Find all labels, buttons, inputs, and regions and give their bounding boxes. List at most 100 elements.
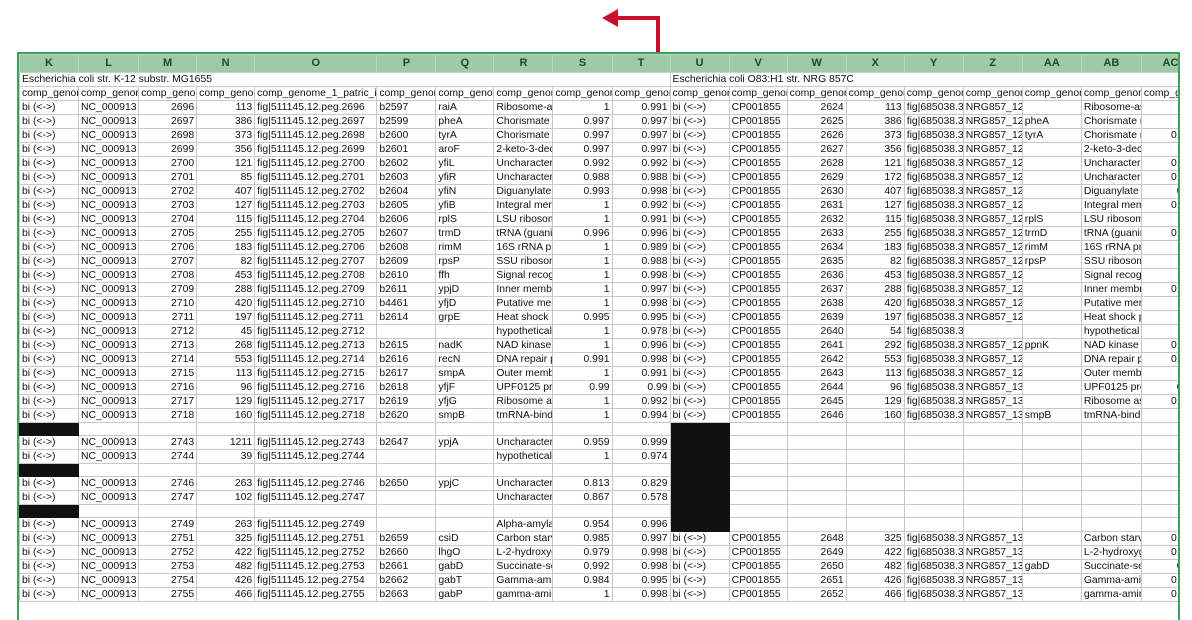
table-cell[interactable]: ypjA — [435, 435, 495, 450]
table-cell[interactable]: gamma-amir — [1080, 587, 1142, 602]
table-cell[interactable]: fig|511145.12.peg.2744 — [254, 449, 378, 464]
table-cell[interactable]: b2608 — [376, 240, 437, 255]
table-cell[interactable] — [19, 463, 80, 477]
spreadsheet-grid[interactable]: K L M N O P Q R S T U V W X Y Z AA AB AC Escherichia coli … — [17, 52, 1180, 620]
table-cell[interactable] — [962, 476, 1023, 491]
table-cell[interactable]: 0.988 — [611, 170, 671, 185]
table-cell[interactable]: b2599 — [376, 114, 437, 129]
table-cell[interactable]: 39 — [196, 449, 256, 464]
table-cell[interactable] — [786, 435, 847, 450]
table-cell[interactable] — [669, 449, 730, 464]
column-header-s[interactable]: S — [552, 54, 613, 73]
table-cell[interactable]: 0.995 — [611, 573, 671, 588]
table-cell[interactable] — [1021, 142, 1082, 157]
table-cell[interactable]: bi (<->) — [19, 226, 80, 241]
table-cell[interactable]: 0.829 — [611, 476, 671, 491]
table-cell[interactable]: fig|685038.3 — [903, 128, 964, 143]
table-cell[interactable] — [435, 324, 495, 339]
table-cell[interactable]: 0.993 — [552, 184, 613, 199]
table-cell[interactable] — [435, 449, 495, 464]
table-cell[interactable]: fig|511145.12.peg.2708 — [254, 268, 378, 283]
table-cell[interactable]: CP001855 — [728, 531, 788, 546]
table-cell[interactable] — [845, 449, 905, 464]
table-cell[interactable]: tmRNA-bindi — [1080, 408, 1142, 423]
table-cell[interactable]: bi (<->) — [669, 380, 730, 395]
table-cell[interactable] — [1140, 490, 1178, 505]
table-cell[interactable]: fig|685038.3 — [903, 587, 964, 602]
table-cell[interactable]: 2696 — [138, 100, 198, 115]
table-cell[interactable]: fig|685038.3 — [903, 408, 964, 423]
column-header-n[interactable]: N — [196, 54, 256, 73]
table-cell[interactable]: bi (<->) — [669, 587, 730, 602]
table-cell[interactable]: 0.99 — [552, 380, 613, 395]
table-cell[interactable]: 1 — [552, 366, 613, 381]
table-cell[interactable]: 0.996 — [611, 517, 671, 532]
table-cell[interactable]: 553 — [196, 352, 256, 367]
table-cell[interactable]: 2715 — [138, 366, 198, 381]
table-cell[interactable] — [254, 504, 378, 518]
table-cell[interactable] — [962, 517, 1023, 532]
table-cell[interactable]: b2647 — [376, 435, 437, 450]
table-cell[interactable] — [669, 422, 730, 436]
table-cell[interactable]: 2652 — [786, 587, 847, 602]
table-cell[interactable]: NC_000913 — [78, 142, 140, 157]
table-cell[interactable]: 325 — [196, 531, 256, 546]
table-cell[interactable] — [1140, 422, 1178, 436]
table-cell[interactable]: 420 — [845, 296, 905, 311]
table-cell[interactable]: 0.99 — [1140, 380, 1178, 395]
table-cell[interactable]: NRG857_12930 — [962, 170, 1023, 185]
table-cell[interactable]: bi (<->) — [669, 408, 730, 423]
table-cell[interactable]: 0.992 — [552, 559, 613, 574]
table-cell[interactable] — [903, 504, 964, 518]
table-cell[interactable] — [845, 490, 905, 505]
table-cell[interactable]: Succinate-se — [1080, 559, 1142, 574]
table-cell[interactable]: fig|511145.12.peg.2710 — [254, 296, 378, 311]
table-cell[interactable]: Outer memb — [1080, 366, 1142, 381]
table-cell[interactable]: 0.997 — [1140, 282, 1178, 297]
table-cell[interactable]: bi (<->) — [669, 268, 730, 283]
column-header-z[interactable]: Z — [962, 54, 1023, 73]
table-cell[interactable]: b2611 — [376, 282, 437, 297]
table-cell[interactable]: bi (<->) — [19, 545, 80, 560]
field-header-cell[interactable]: comp_genor — [669, 86, 730, 101]
table-cell[interactable]: bi (<->) — [19, 449, 80, 464]
table-cell[interactable]: NC_000913 — [78, 490, 140, 505]
table-cell[interactable]: 2708 — [138, 268, 198, 283]
table-cell[interactable] — [435, 422, 495, 436]
table-cell[interactable]: 2629 — [786, 170, 847, 185]
table-cell[interactable]: 197 — [845, 310, 905, 325]
table-cell[interactable] — [728, 490, 788, 505]
table-cell[interactable]: rplS — [1021, 212, 1082, 227]
table-cell[interactable]: 2643 — [786, 366, 847, 381]
table-cell[interactable] — [1021, 504, 1082, 518]
table-cell[interactable]: NRG857_13005 — [962, 394, 1023, 409]
table-cell[interactable]: 0.972 — [1140, 531, 1178, 546]
table-cell[interactable]: bi (<->) — [669, 184, 730, 199]
table-cell[interactable]: Carbon starv — [1080, 531, 1142, 546]
table-cell[interactable] — [376, 324, 437, 339]
table-cell[interactable] — [1140, 504, 1178, 518]
table-cell[interactable]: b2620 — [376, 408, 437, 423]
table-cell[interactable]: 0.997 — [611, 142, 671, 157]
table-cell[interactable] — [1021, 198, 1082, 213]
table-cell[interactable]: 0.99 — [1140, 559, 1178, 574]
table-cell[interactable]: 2646 — [786, 408, 847, 423]
table-cell[interactable] — [1021, 352, 1082, 367]
table-cell[interactable]: b2601 — [376, 142, 437, 157]
table-cell[interactable]: 0.997 — [1140, 338, 1178, 353]
table-cell[interactable] — [728, 435, 788, 450]
table-cell[interactable] — [1140, 449, 1178, 464]
table-cell[interactable]: NRG857_12980 — [962, 310, 1023, 325]
table-cell[interactable]: b2659 — [376, 531, 437, 546]
table-cell[interactable]: CP001855 — [728, 212, 788, 227]
table-cell[interactable]: NRG857_13020 — [962, 545, 1023, 560]
table-cell[interactable]: SSU ribosom — [1080, 254, 1142, 269]
table-cell[interactable]: bi (<->) — [19, 435, 80, 450]
table-cell[interactable]: 2710 — [138, 296, 198, 311]
table-cell[interactable]: 82 — [196, 254, 256, 269]
table-cell[interactable]: NRG857_13030 — [962, 573, 1023, 588]
table-cell[interactable]: fig|511145.12.peg.2718 — [254, 408, 378, 423]
table-cell[interactable]: NRG857_129 — [962, 226, 1023, 241]
table-cell[interactable]: Inner membr — [493, 282, 554, 297]
field-header-cell[interactable]: comp_genor — [196, 86, 256, 101]
